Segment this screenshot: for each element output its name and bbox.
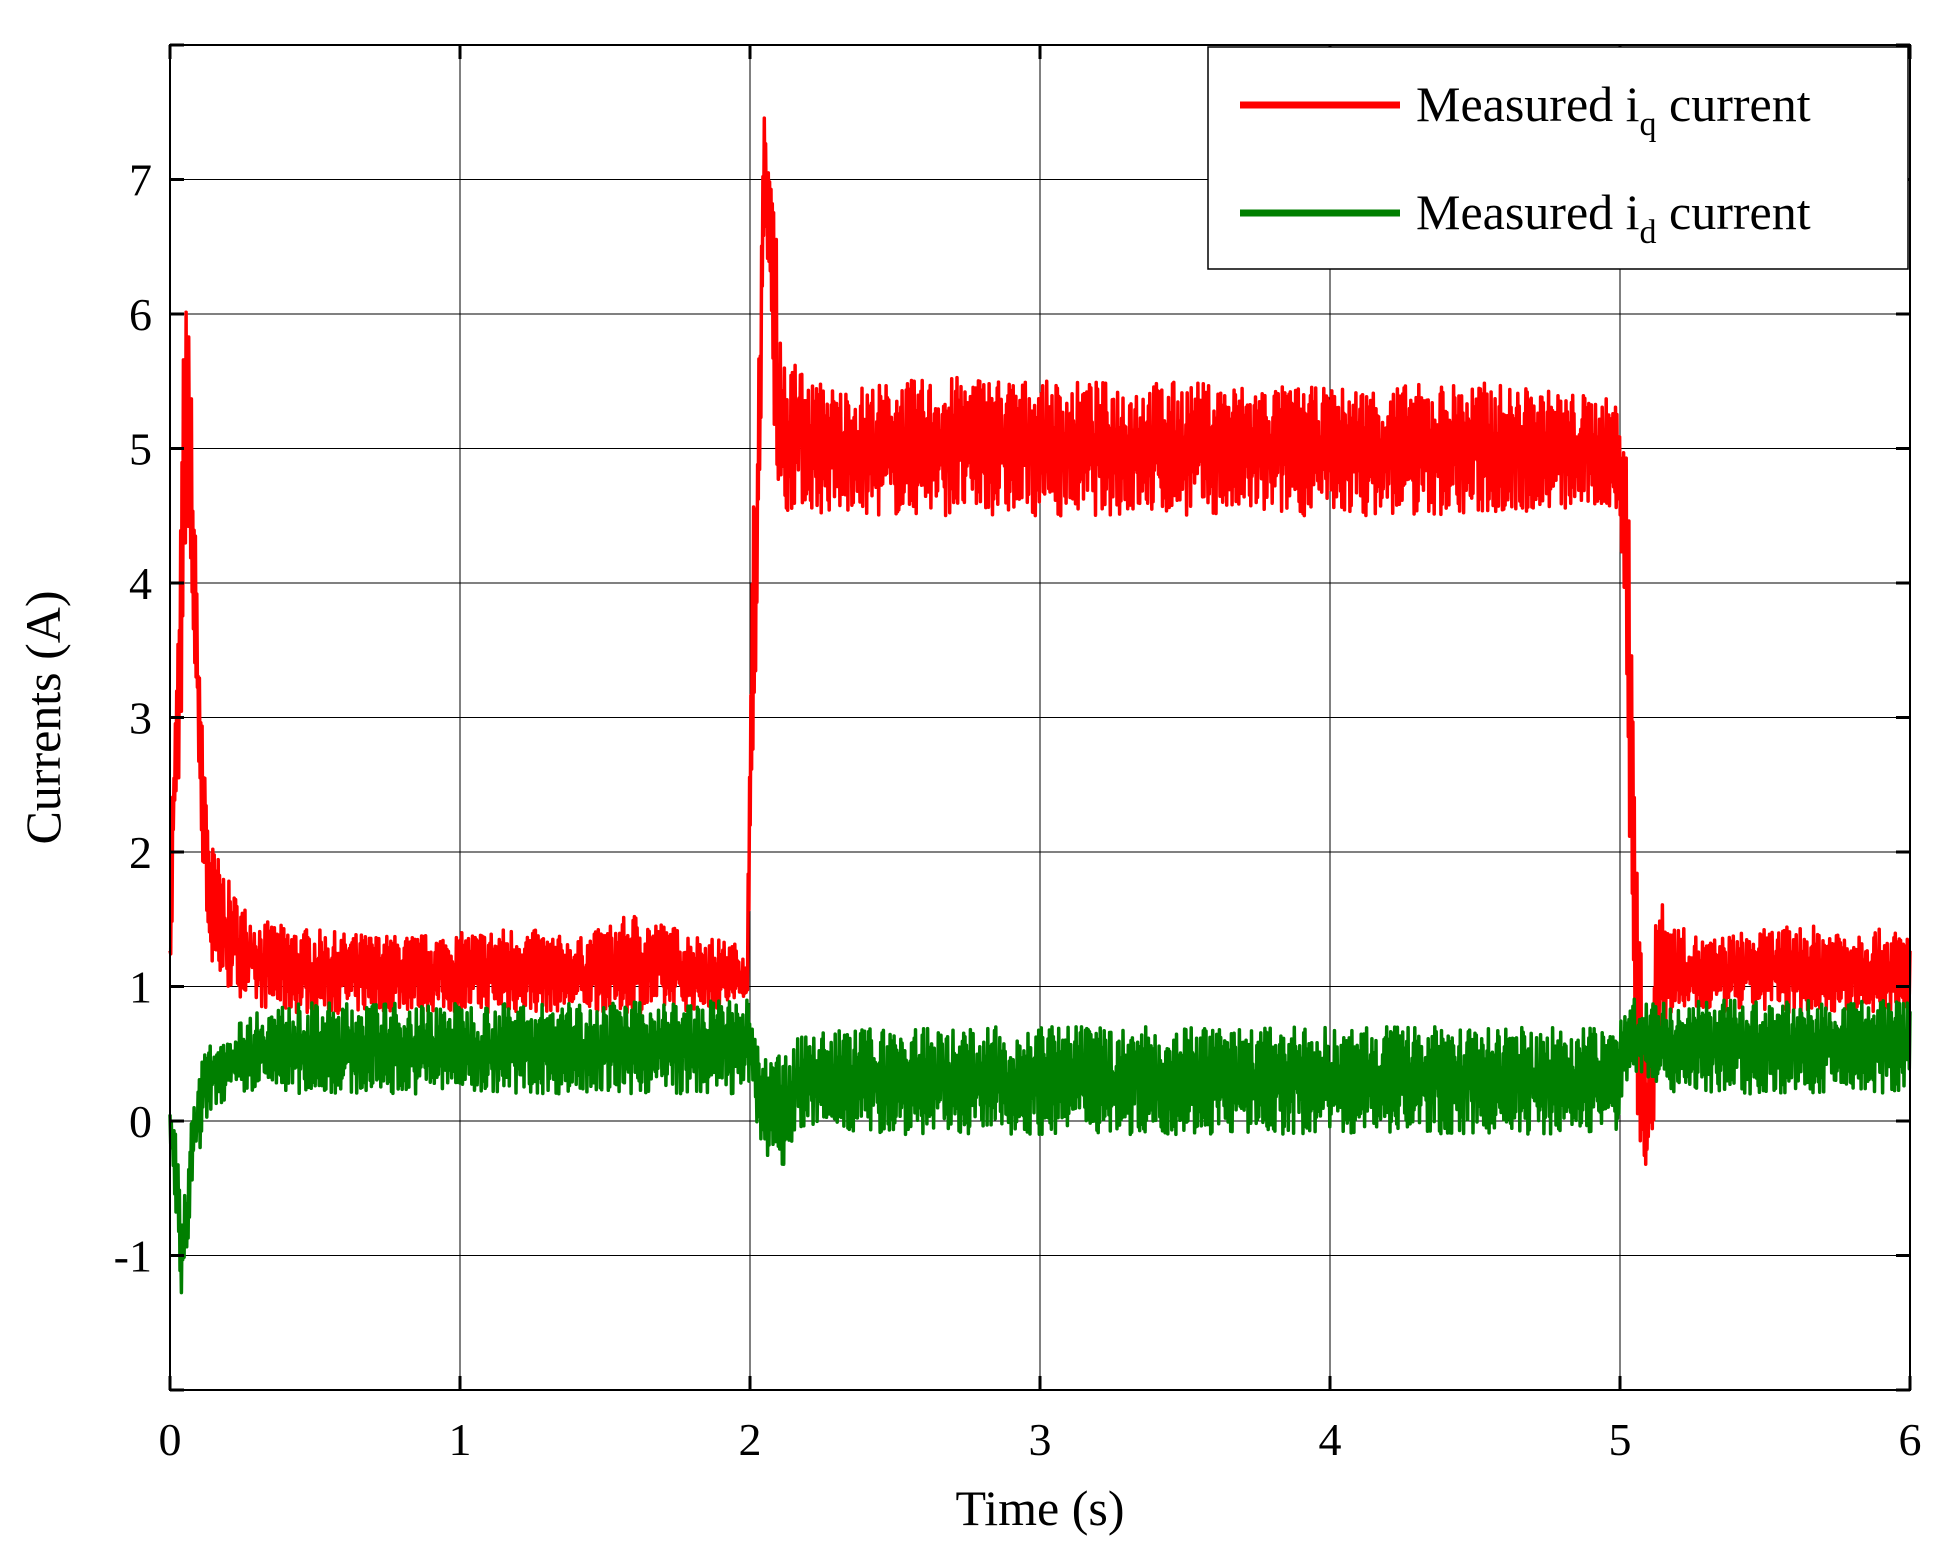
x-tick-label: 6 <box>1899 1414 1922 1465</box>
legend-box <box>1207 46 1909 270</box>
series-line-iq <box>168 116 1912 1166</box>
x-tick-labels: 0 1 2 3 4 5 6 <box>159 1414 1922 1465</box>
y-tick-labels: -1 0 1 2 3 4 5 6 7 <box>114 155 152 1282</box>
legend: Measured iq current Measured id current <box>1207 46 1909 270</box>
y-tick-label: -1 <box>114 1231 152 1282</box>
y-tick-label: 3 <box>129 693 152 744</box>
series-line-id <box>168 997 1912 1295</box>
series-layer <box>168 116 1912 1295</box>
x-tick-label: 5 <box>1609 1414 1632 1465</box>
x-tick-label: 3 <box>1029 1414 1052 1465</box>
x-tick-label: 2 <box>739 1414 762 1465</box>
x-tick-label: 0 <box>159 1414 182 1465</box>
y-tick-label: 0 <box>129 1096 152 1147</box>
x-tick-label: 4 <box>1319 1414 1342 1465</box>
y-tick-label: 4 <box>129 558 152 609</box>
y-tick-label: 7 <box>129 155 152 206</box>
y-tick-label: 5 <box>129 424 152 475</box>
y-tick-label: 1 <box>129 962 152 1013</box>
y-axis-label: Currents (A) <box>15 590 71 844</box>
y-tick-label: 6 <box>129 289 152 340</box>
legend-label-id: Measured id current <box>1416 184 1811 251</box>
x-axis-label: Time (s) <box>955 1480 1124 1536</box>
legend-label-iq: Measured iq current <box>1416 76 1811 143</box>
x-tick-label: 1 <box>449 1414 472 1465</box>
y-tick-label: 2 <box>129 827 152 878</box>
